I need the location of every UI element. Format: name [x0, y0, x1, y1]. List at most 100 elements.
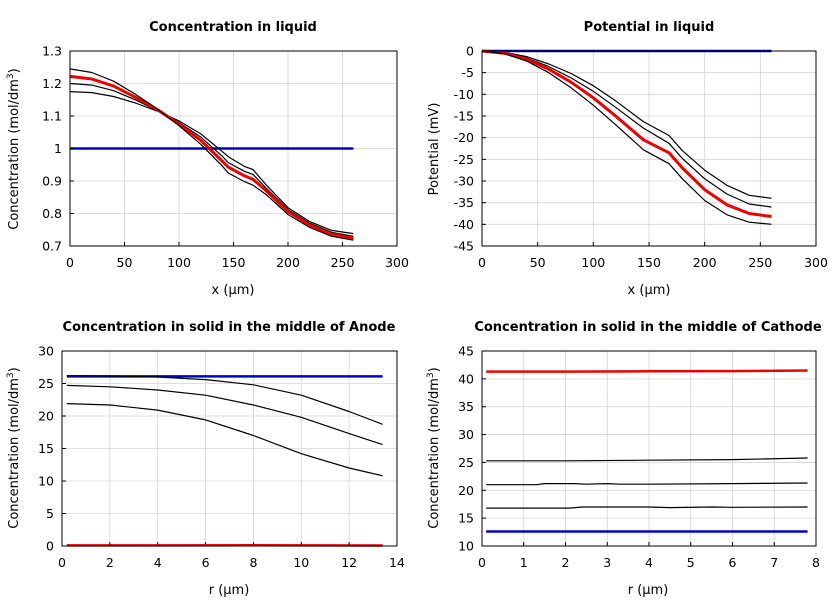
y-tick-label: 1.2 [42, 76, 62, 91]
y-tick-label: 25 [458, 455, 474, 470]
x-tick-label: 4 [154, 555, 162, 570]
x-axis-label: x (µm) [628, 283, 671, 298]
x-tick-label: 250 [748, 255, 772, 270]
series-lines [66, 375, 383, 547]
y-axis-label: Concentration (mol/dm3) [6, 68, 22, 230]
series-line-3 [69, 82, 354, 237]
series-line-2 [66, 375, 383, 425]
series-line-3 [66, 384, 383, 446]
x-tick-label: 12 [341, 555, 357, 570]
y-tick-label: 5 [46, 506, 54, 521]
y-tick-label: 1.3 [42, 44, 62, 59]
x-tick-label: 200 [276, 255, 300, 270]
y-tick-label: 20 [458, 483, 474, 498]
chart-title: Concentration in solid in the middle of … [474, 320, 822, 335]
x-tick-label: 150 [222, 255, 246, 270]
y-tick-label: 0 [46, 539, 54, 554]
y-tick-label: 0.8 [42, 206, 62, 221]
y-tick-label: 25 [38, 376, 54, 391]
series-line-2 [69, 91, 354, 235]
y-tick-label: 0.7 [42, 239, 62, 254]
y-tick-label: 30 [38, 344, 54, 359]
x-tick-label: 0 [66, 255, 74, 270]
series-lines [69, 68, 354, 241]
series-line-1 [486, 369, 808, 373]
series-line-4 [69, 74, 354, 240]
y-tick-label: 20 [38, 409, 54, 424]
y-tick-label: -15 [454, 109, 474, 124]
x-tick-label: 2 [106, 555, 114, 570]
y-tick-label: 1 [54, 141, 62, 156]
series-line-4 [486, 506, 808, 509]
x-tick-label: 6 [729, 555, 737, 570]
y-tick-label: -45 [454, 239, 474, 254]
y-tick-label: 35 [458, 399, 474, 414]
x-axis-label: x (µm) [212, 283, 255, 298]
y-tick-label: 40 [458, 371, 474, 386]
y-tick-label: 0 [466, 44, 474, 59]
x-tick-label: 1 [520, 555, 528, 570]
y-tick-label: 30 [458, 427, 474, 442]
x-axis-label: r (µm) [209, 583, 250, 598]
x-tick-label: 300 [385, 255, 409, 270]
y-tick-label: -5 [462, 65, 474, 80]
y-tick-label: 0.9 [42, 174, 62, 189]
x-tick-label: 50 [117, 255, 133, 270]
y-tick-label: -30 [454, 174, 474, 189]
y-tick-label: 10 [38, 474, 54, 489]
panel-solid-anode: 0 2 4 6 8 10 12 14 0 5 10 15 20 25 30 Concentration in… [6, 320, 405, 598]
y-tick-label: 15 [38, 441, 54, 456]
chart-title: Potential in liquid [584, 20, 715, 35]
y-tick-label: 15 [458, 511, 474, 526]
y-axis-label: Potential (mV) [427, 103, 442, 196]
x-tick-label: 14 [389, 555, 405, 570]
y-tick-label: -10 [454, 87, 474, 102]
x-tick-label: 3 [603, 555, 611, 570]
y-tick-label: -35 [454, 195, 474, 210]
series-line-2 [481, 50, 772, 199]
x-tick-label: 7 [770, 555, 778, 570]
series-line-4 [66, 403, 383, 477]
x-tick-label: 8 [812, 555, 820, 570]
x-tick-label: 0 [478, 555, 486, 570]
grid [61, 350, 398, 547]
x-tick-label: 6 [202, 555, 210, 570]
y-axis-label: Concentration (mol/dm3) [6, 367, 22, 529]
tick-labels: 0 50 100 150 200 250 300 0 -5 -10 -15 -20 -25 -30 -35 -… [454, 44, 828, 271]
x-tick-label: 0 [58, 555, 66, 570]
x-tick-label: 50 [530, 255, 546, 270]
x-tick-label: 2 [562, 555, 570, 570]
series-lines [486, 369, 808, 533]
y-tick-label: 45 [458, 344, 474, 359]
x-tick-label: 150 [637, 255, 661, 270]
series-line-2 [486, 457, 808, 462]
series-line-5 [481, 50, 772, 225]
panel-potential-liquid: 0 50 100 150 200 250 300 0 -5 -10 -15 -20 -25 -30 -35 -… [427, 20, 828, 298]
series-line-5 [69, 68, 354, 241]
chart-title: Concentration in solid in the middle of … [63, 320, 396, 335]
x-axis-label: r (µm) [628, 583, 669, 598]
x-tick-label: 200 [693, 255, 717, 270]
x-tick-label: 8 [249, 555, 257, 570]
y-tick-label: -25 [454, 152, 474, 167]
series-line-3 [481, 50, 772, 208]
x-tick-label: 5 [687, 555, 695, 570]
chart-title: Concentration in liquid [149, 20, 317, 35]
x-tick-label: 100 [581, 255, 605, 270]
grid [481, 350, 817, 547]
x-tick-label: 100 [167, 255, 191, 270]
x-tick-label: 250 [331, 255, 355, 270]
y-axis-label: Concentration (mol/dm3) [426, 367, 442, 529]
y-tick-label: -20 [454, 130, 474, 145]
panel-concentration-liquid: 0 50 100 150 200 250 300 0.7 0.8 0.9 1 1.1 1.2 1.3 Co… [6, 20, 409, 298]
y-tick-label: -40 [454, 217, 474, 232]
x-tick-label: 10 [293, 555, 309, 570]
x-tick-label: 0 [478, 255, 486, 270]
tick-labels: 0 2 4 6 8 10 12 14 0 5 10 15 20 25 30 [38, 344, 405, 571]
y-tick-label: 10 [458, 539, 474, 554]
series-line-3 [486, 482, 808, 486]
x-tick-label: 4 [645, 555, 653, 570]
